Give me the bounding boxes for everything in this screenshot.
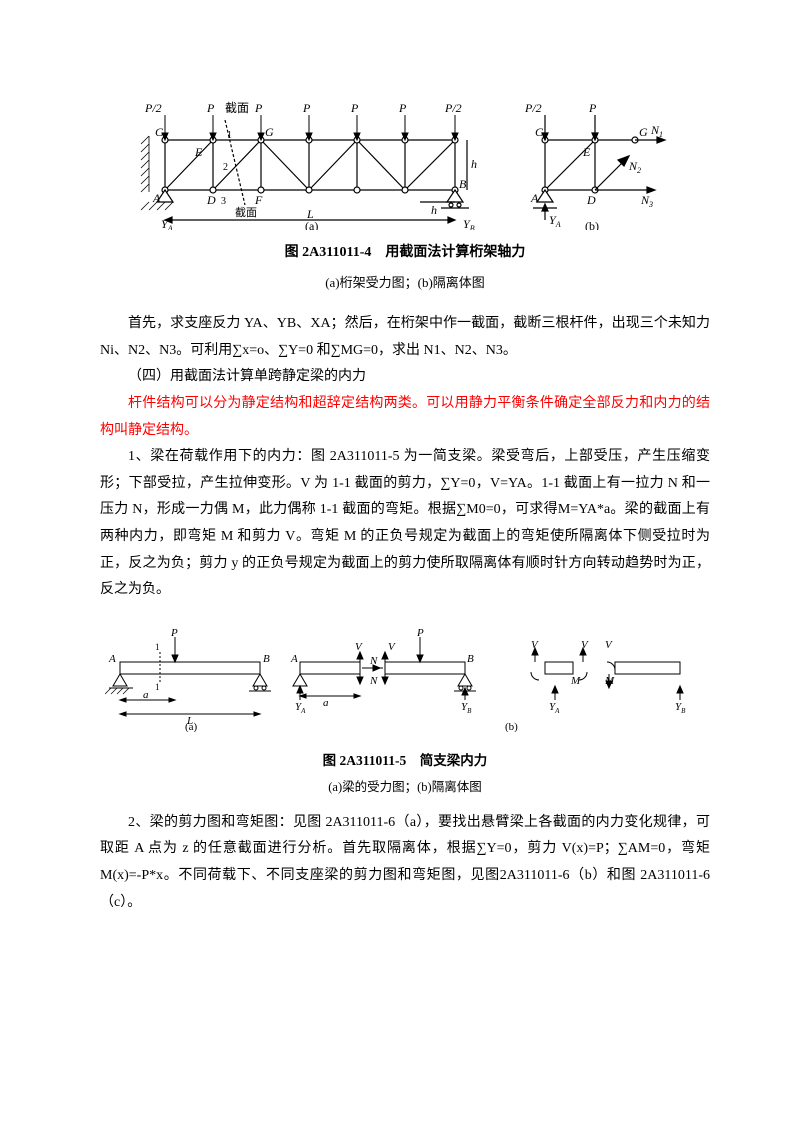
fig1-a-label: (a) bbox=[305, 219, 318, 230]
svg-text:E: E bbox=[582, 145, 591, 159]
label-C: C bbox=[155, 125, 164, 139]
svg-text:A: A bbox=[108, 653, 116, 665]
svg-text:B: B bbox=[467, 653, 474, 665]
svg-text:N3: N3 bbox=[640, 193, 653, 209]
figure-truss: P/2 P P P P P P/2 截面 C E G A D F B 1 2 3… bbox=[100, 60, 710, 230]
svg-text:a: a bbox=[323, 697, 329, 709]
svg-text:G: G bbox=[639, 125, 648, 139]
fig1-caption: 图 2A311011-4 用截面法计算桁架轴力 bbox=[100, 240, 710, 267]
svg-text:YA: YA bbox=[549, 213, 561, 229]
svg-text:YB: YB bbox=[463, 217, 475, 230]
svg-text:P: P bbox=[588, 101, 597, 115]
svg-text:V: V bbox=[581, 639, 589, 651]
label-h: h bbox=[471, 157, 477, 171]
svg-text:V: V bbox=[388, 641, 396, 653]
svg-text:V: V bbox=[605, 639, 613, 651]
fig2-b-label: (b) bbox=[505, 721, 518, 732]
svg-text:B: B bbox=[263, 653, 270, 665]
label-G: G bbox=[265, 125, 274, 139]
svg-text:YB: YB bbox=[675, 701, 686, 715]
svg-text:C: C bbox=[535, 125, 544, 139]
svg-text:N2: N2 bbox=[628, 159, 641, 175]
num3: 3 bbox=[221, 196, 226, 207]
label-p: P bbox=[398, 101, 407, 115]
fig2-a-label: (a) bbox=[185, 721, 198, 732]
svg-text:A: A bbox=[290, 653, 298, 665]
svg-text:P: P bbox=[416, 627, 424, 639]
label-A: A bbox=[152, 191, 161, 205]
label-D: D bbox=[206, 193, 216, 207]
svg-text:D: D bbox=[586, 193, 596, 207]
paragraph-1: 首先，求支座反力 YA、YB、XA；然后，在桁架中作一截面，截断三根杆件，出现三… bbox=[100, 311, 710, 364]
label-sec: 截面 bbox=[225, 101, 249, 115]
label-B: B bbox=[459, 177, 467, 191]
fig1-b-label: (b) bbox=[585, 219, 599, 230]
svg-text:V: V bbox=[355, 641, 363, 653]
label-p2: P/2 bbox=[144, 101, 162, 115]
heading-4: （四）用截面法计算单跨静定梁的内力 bbox=[100, 364, 710, 391]
paragraph-2-red: 杆件结构可以分为静定结构和超辞定结构两类。可以用静力平衡条件确定全部反力和内力的… bbox=[100, 391, 710, 444]
label-p: P bbox=[350, 101, 359, 115]
label-p: P bbox=[206, 101, 215, 115]
svg-text:1: 1 bbox=[155, 682, 160, 692]
paragraph-4: 2、梁的剪力图和弯矩图：见图 2A311011-6（a），要找出悬臂梁上各截面的… bbox=[100, 810, 710, 916]
svg-text:N: N bbox=[369, 655, 378, 667]
label-sec2: 截面 bbox=[235, 205, 257, 219]
svg-text:N: N bbox=[369, 675, 378, 687]
svg-text:A: A bbox=[530, 191, 539, 205]
svg-text:a: a bbox=[143, 689, 149, 701]
fig2-caption: 图 2A311011-5 简支梁内力 bbox=[100, 748, 710, 774]
label-p: P bbox=[254, 101, 263, 115]
num1: 1 bbox=[227, 130, 232, 141]
svg-text:P: P bbox=[170, 627, 178, 639]
label-p: P bbox=[302, 101, 311, 115]
num2: 2 bbox=[223, 162, 228, 173]
svg-text:YB: YB bbox=[461, 701, 472, 715]
fig1-subcaption: (a)桁架受力图；(b)隔离体图 bbox=[100, 271, 710, 296]
svg-text:YA: YA bbox=[549, 701, 560, 715]
label-h: h bbox=[431, 203, 437, 217]
label-E: E bbox=[194, 145, 203, 159]
svg-text:M: M bbox=[604, 675, 615, 687]
svg-text:V: V bbox=[531, 639, 539, 651]
figure-beam: A B P 1 1 a L A B P V V N N a YA YB V bbox=[100, 622, 710, 743]
paragraph-3: 1、梁在荷载作用下的内力：图 2A311011-5 为一简支梁。梁受弯后，上部受… bbox=[100, 444, 710, 604]
svg-text:N1: N1 bbox=[650, 123, 663, 139]
svg-text:P/2: P/2 bbox=[524, 101, 542, 115]
fig2-subcaption: (a)梁的受力图；(b)隔离体图 bbox=[100, 776, 710, 800]
svg-text:YA: YA bbox=[295, 701, 306, 715]
label-F: F bbox=[254, 193, 263, 207]
svg-text:M: M bbox=[570, 675, 581, 687]
svg-text:1: 1 bbox=[155, 642, 160, 652]
label-p2: P/2 bbox=[444, 101, 462, 115]
